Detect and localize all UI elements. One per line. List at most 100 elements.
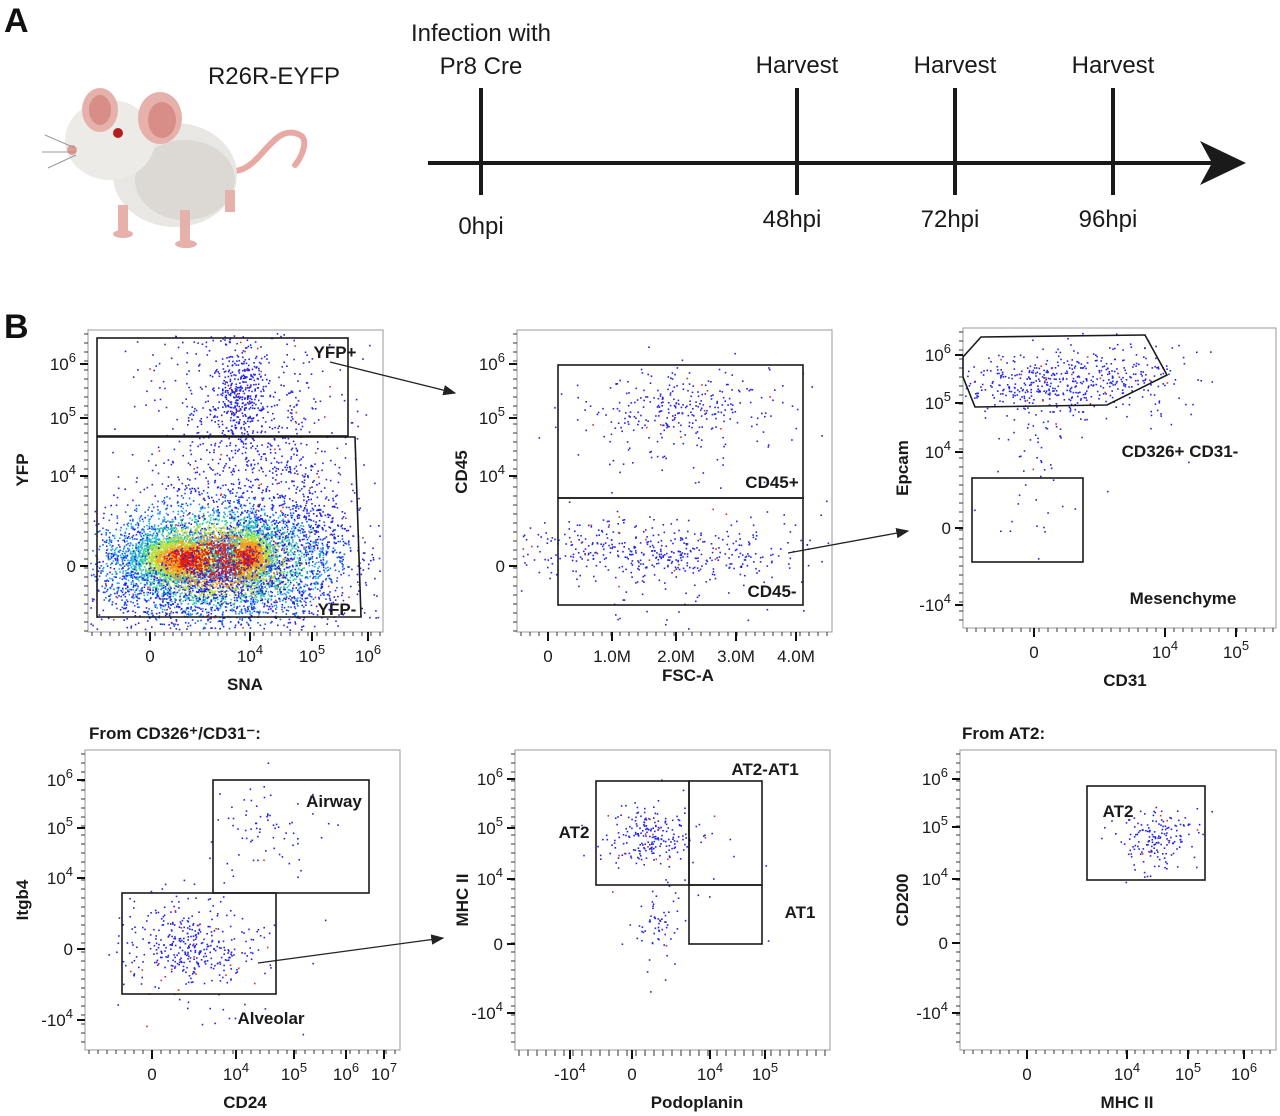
event-dot [242,525,245,528]
event-dot [195,600,198,603]
event-dot [267,537,270,539]
event-dot [191,543,194,546]
event-dot [167,603,170,606]
event-dot [167,581,169,584]
event-dot [197,572,200,574]
event-dot [124,552,126,555]
event-dot [182,570,185,573]
event-dot [135,566,137,568]
event-dot [345,530,348,532]
event-dot [251,596,254,599]
event-dot [174,551,177,554]
event-dot [142,555,145,557]
event-dot [327,516,330,519]
event-dot [173,558,175,561]
event-dot [266,524,269,527]
event-dot [141,556,143,559]
event-dot [273,604,276,607]
event-dot [253,516,256,519]
event-dot [200,578,203,580]
event-dot [154,553,156,556]
event-dot [194,521,196,523]
event-dot [167,593,169,596]
event-dot [188,594,190,596]
event-dot [268,572,270,575]
event-dot [264,535,267,537]
event-dot [194,460,197,462]
event-dot [153,544,155,547]
event-dot [158,542,161,544]
event-dot [270,562,273,565]
event-dot [281,519,283,522]
event-dot [114,552,116,554]
event-dot [172,554,174,557]
event-dot [196,583,198,585]
event-dot [178,566,181,568]
event-dot [141,563,144,565]
event-dot [223,563,226,566]
event-dot [153,543,155,545]
event-dot [283,515,286,517]
event-dot [192,548,195,550]
event-dot [243,517,246,519]
event-dot [246,534,249,537]
event-dot [204,573,207,575]
event-dot [225,575,228,578]
event-dot [247,535,249,538]
event-dot [248,520,250,522]
event-dot [178,561,181,563]
event-dot [257,553,259,556]
event-dot [242,561,244,564]
event-dot [257,565,259,567]
event-dot [171,571,174,573]
event-dot [161,574,163,576]
event-dot [235,554,238,556]
event-dot [220,559,222,561]
event-dot [310,540,312,542]
event-dot [227,586,229,588]
event-dot [141,547,143,550]
event-dot [212,560,214,563]
event-dot [281,608,283,611]
event-dot [142,568,145,571]
event-dot [211,531,214,534]
event-dot [170,564,172,566]
event-dot [135,533,138,536]
event-dot [189,503,192,506]
event-dot [103,540,106,543]
event-dot [213,536,216,539]
event-dot [149,530,151,533]
event-dot [181,552,184,555]
event-dot [231,517,233,520]
event-dot [187,591,190,593]
event-dot [151,541,154,543]
event-dot [196,564,199,567]
event-dot [147,588,149,590]
event-dot [135,549,138,552]
event-dot [209,583,212,586]
event-dot [244,546,246,549]
event-dot [249,534,252,537]
event-dot [149,544,151,547]
event-dot [270,571,272,573]
event-dot [211,545,214,548]
event-dot [261,587,263,589]
event-dot [181,550,184,553]
event-dot [167,587,170,590]
event-dot [238,550,241,552]
event-dot [258,586,260,589]
event-dot [247,554,250,557]
event-dot [234,540,237,543]
event-dot [262,539,264,542]
event-dot [279,529,282,532]
event-dot [159,557,162,559]
event-dot [250,545,253,548]
event-dot [156,535,159,537]
event-dot [183,581,185,584]
event-dot [169,556,172,559]
event-dot [191,531,193,533]
event-dot [218,582,221,585]
event-dot [254,511,257,514]
event-dot [141,561,143,564]
event-dot [205,623,207,625]
